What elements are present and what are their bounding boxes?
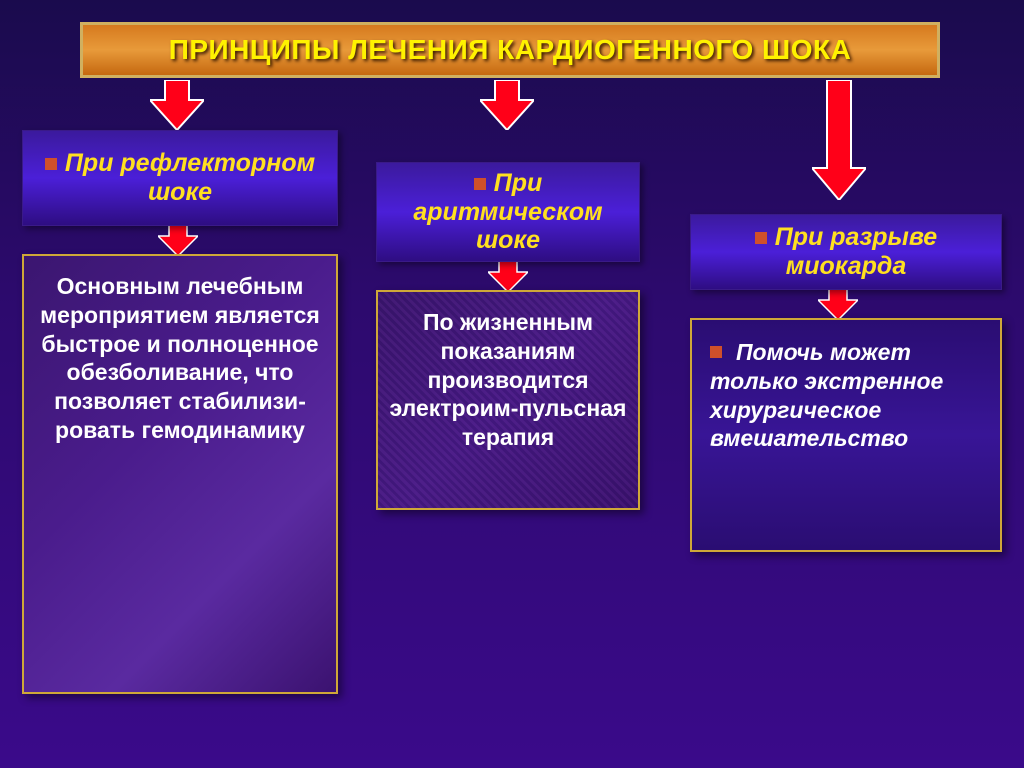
bullet-icon <box>710 346 722 358</box>
content-right: Помочь может только экстренное хирургиче… <box>690 318 1002 552</box>
bullet-icon <box>45 158 57 170</box>
subhead-left: При рефлекторном шоке <box>22 130 338 226</box>
arrow-top-right <box>812 80 866 200</box>
content-left: Основным лечебным мероприятием является … <box>22 254 338 694</box>
content-right-text: Помочь может только экстренное хирургиче… <box>710 339 943 451</box>
content-left-text: Основным лечебным мероприятием является … <box>40 273 320 443</box>
content-mid-text: По жизненным показаниям производится эле… <box>390 309 627 450</box>
subhead-left-label: При рефлекторном шоке <box>65 149 315 206</box>
subhead-mid-label: При аритмическом шоке <box>413 169 602 255</box>
subhead-mid: При аритмическом шоке <box>376 162 640 262</box>
subhead-right: При разрыве миокарда <box>690 214 1002 290</box>
bullet-icon <box>474 178 486 190</box>
arrow-small-left <box>158 224 198 256</box>
bullet-icon <box>755 232 767 244</box>
page-title: ПРИНЦИПЫ ЛЕЧЕНИЯ КАРДИОГЕННОГО ШОКА <box>169 34 852 66</box>
arrow-small-right <box>818 288 858 320</box>
arrow-small-mid <box>488 260 528 292</box>
arrow-top-mid <box>480 80 534 130</box>
subhead-right-label: При разрыве миокарда <box>775 223 937 280</box>
arrow-top-left <box>150 80 204 130</box>
title-box: ПРИНЦИПЫ ЛЕЧЕНИЯ КАРДИОГЕННОГО ШОКА <box>80 22 940 78</box>
content-mid: По жизненным показаниям производится эле… <box>376 290 640 510</box>
